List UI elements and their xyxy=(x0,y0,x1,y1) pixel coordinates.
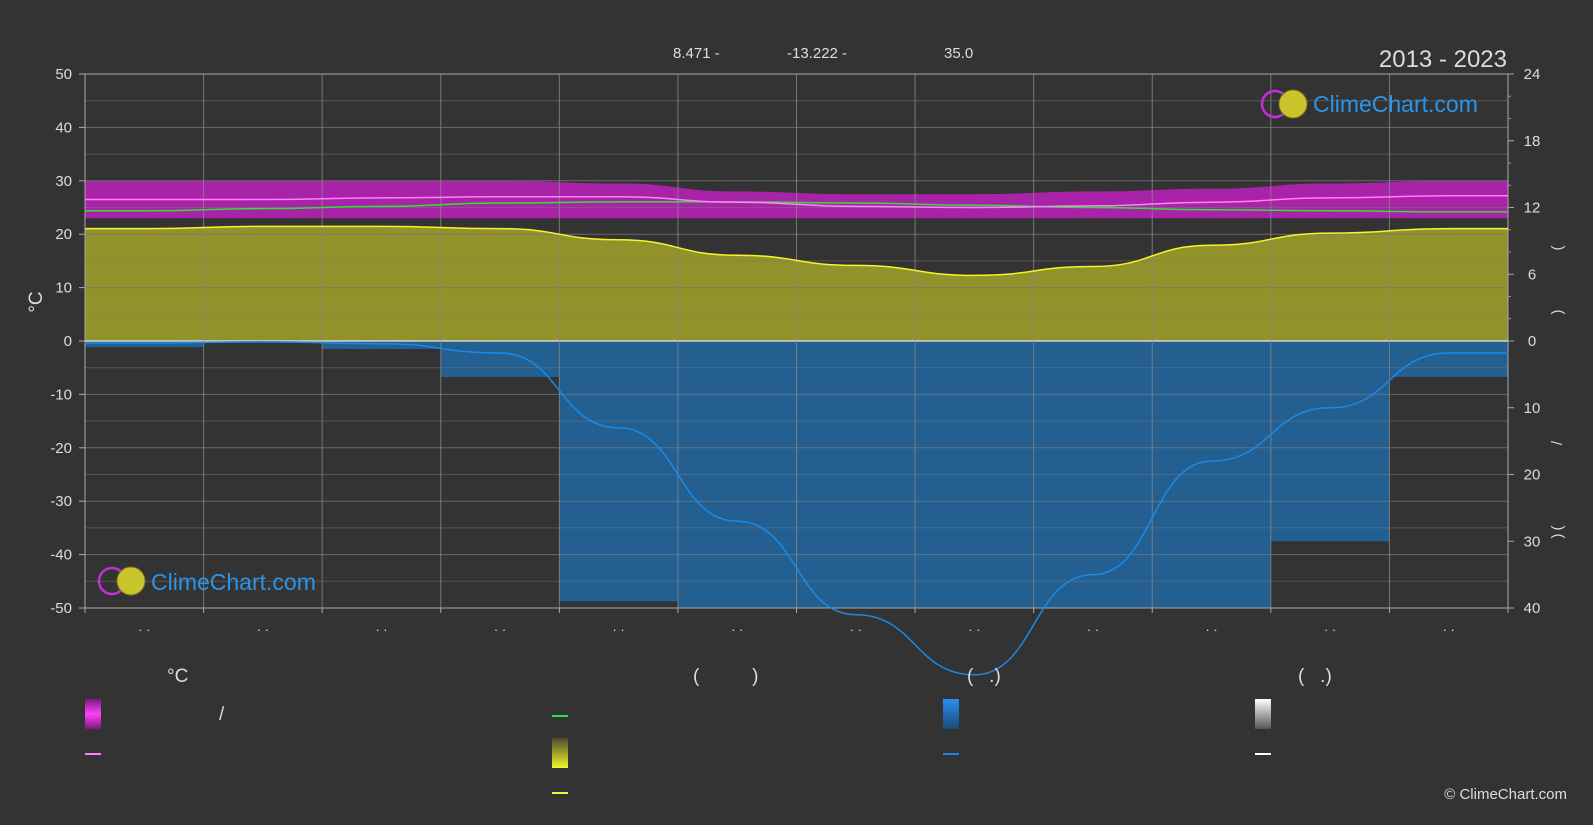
logo-bottom: ClimeChart.com xyxy=(97,566,316,596)
month-tick-label: · · xyxy=(850,622,862,637)
left-axis-tick-label: 50 xyxy=(55,66,72,83)
precipitation-bar xyxy=(559,341,678,602)
right-axis-upper-tick-label: 6 xyxy=(1528,266,1536,283)
logo-top: ClimeChart.com xyxy=(1260,89,1478,119)
legend-temperature-header: °C xyxy=(167,666,189,687)
month-tick-label: · · xyxy=(612,622,624,637)
month-tick-label: · · xyxy=(138,622,150,637)
right-axis-label-glyph: ( xyxy=(1549,526,1566,531)
legend-slash: / xyxy=(219,704,225,725)
precipitation-line-layer xyxy=(85,340,1508,676)
left-axis-tick-label: 30 xyxy=(55,173,72,190)
legend-precipitation-line-swatch xyxy=(943,753,959,755)
legend-snow-line-swatch xyxy=(1255,753,1271,755)
left-axis-tick-label: 10 xyxy=(55,280,72,297)
logo-text: ClimeChart.com xyxy=(151,569,316,595)
right-axis-lower-tick-label: 40 xyxy=(1524,600,1541,617)
legend-rain-header: ( .) xyxy=(967,666,1001,687)
right-axis-upper-tick-label: 12 xyxy=(1524,200,1541,217)
month-tick-label: · · xyxy=(1324,622,1336,637)
coordinate-longitude: -13.222 - xyxy=(787,45,847,62)
precipitation-bar xyxy=(440,341,560,377)
left-axis-tick-label: -40 xyxy=(50,547,72,564)
left-axis-tick-label: 40 xyxy=(55,119,72,136)
precipitation-bar xyxy=(1270,341,1390,542)
legend-snow-header: ( .) xyxy=(1298,666,1332,687)
chart-axes: 50 40 30 20 10 0 -10 -20 -30 -40 -50 °C 24 18 12 6 0 10 20… xyxy=(26,66,1566,637)
legend-daylight-swatch xyxy=(552,715,568,717)
month-tick-label: · · xyxy=(494,622,506,637)
left-axis-tick-label: -10 xyxy=(50,386,72,403)
copyright-notice: © ClimeChart.com xyxy=(1444,786,1567,803)
left-axis-tick-label: 0 xyxy=(64,333,72,350)
precipitation-line xyxy=(85,340,1508,676)
logo-text: ClimeChart.com xyxy=(1313,91,1478,117)
right-axis-lower-tick-label: 20 xyxy=(1524,467,1541,484)
precipitation-bar xyxy=(1389,341,1508,377)
right-axis-label-glyph: ( xyxy=(1549,246,1566,251)
chart-line-layer xyxy=(85,195,1508,342)
legend-snow-swatch xyxy=(1255,699,1271,729)
month-tick-label: · · xyxy=(1087,622,1099,637)
right-axis-label-glyph: / xyxy=(1549,440,1566,445)
sunshine-line xyxy=(85,225,1508,277)
coordinate-elevation: 35.0 xyxy=(944,45,973,62)
logo-sun-icon xyxy=(1278,89,1308,119)
precipitation-bar xyxy=(85,341,204,347)
right-axis-lower-tick-label: 10 xyxy=(1524,400,1541,417)
daily-mean-line xyxy=(85,195,1508,209)
month-tick-label: · · xyxy=(1205,622,1217,637)
right-axis-lower-tick-label: 30 xyxy=(1524,533,1541,550)
chart-header: 8.471 - -13.222 - 35.0 2013 - 2023 xyxy=(673,45,1507,73)
daylight-line xyxy=(85,201,1508,213)
legend-temperature-range-swatch xyxy=(85,699,101,729)
month-tick-label: · · xyxy=(731,622,743,637)
year-range: 2013 - 2023 xyxy=(1379,46,1507,73)
left-axis-tick-label: -30 xyxy=(50,493,72,510)
precipitation-bar xyxy=(322,341,441,349)
legend-sunshine-line-swatch xyxy=(552,792,568,794)
month-tick-label: · · xyxy=(257,622,269,637)
logo-sun-icon xyxy=(116,566,146,596)
right-axis-label-glyph: ) xyxy=(1549,310,1566,315)
month-tick-label: · · xyxy=(968,622,980,637)
right-axis-upper-tick-label: 24 xyxy=(1524,66,1541,83)
month-tick-label: · · xyxy=(1443,622,1455,637)
legend-daily-mean-swatch xyxy=(85,753,101,755)
legend-sun-header: ( ) xyxy=(693,666,759,687)
month-tick-label: · · xyxy=(375,622,387,637)
legend-sunshine-swatch xyxy=(552,738,568,768)
left-axis-label: °C xyxy=(26,291,47,312)
coordinate-latitude: 8.471 - xyxy=(673,45,720,62)
left-axis-tick-label: -20 xyxy=(50,440,72,457)
right-axis-label-glyph: ) xyxy=(1549,534,1566,539)
legend-precipitation-swatch xyxy=(943,699,959,729)
right-axis-upper-tick-label: 0 xyxy=(1528,333,1536,350)
right-axis-upper-tick-label: 18 xyxy=(1524,133,1541,150)
left-axis-tick-label: 20 xyxy=(55,226,72,243)
left-axis-tick-label: -50 xyxy=(50,600,72,617)
